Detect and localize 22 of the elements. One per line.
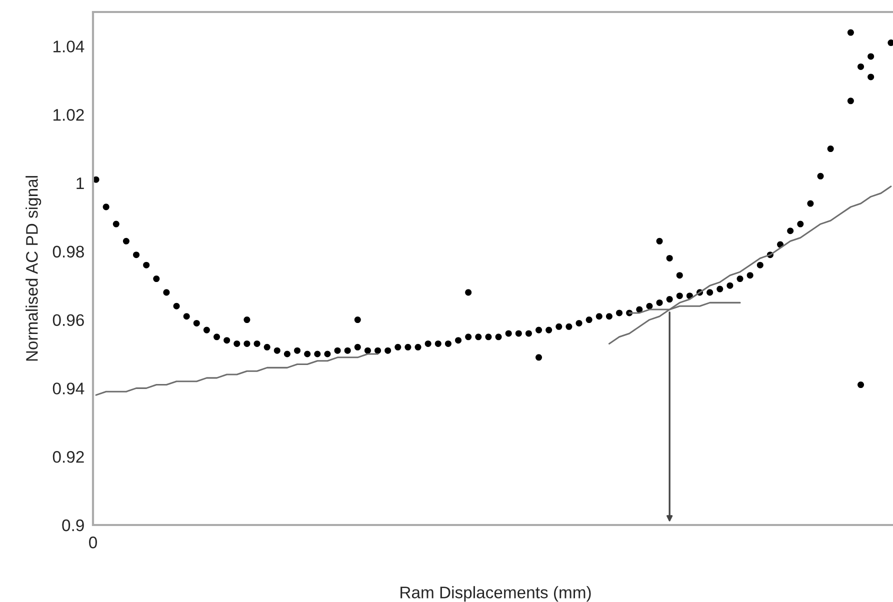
x-axis-title: Ram Displacements (mm) (400, 586, 591, 602)
y-tick-label: 0.98 (52, 246, 84, 258)
point (868, 74, 874, 80)
text: 0 (89, 536, 97, 548)
y-tick-label: 1 (76, 178, 84, 190)
y-tick-label: 1.04 (54, 40, 84, 52)
point (354, 316, 361, 324)
point (666, 254, 673, 262)
y-tick-label: 0.96 (52, 314, 84, 326)
point (536, 354, 542, 361)
y-tick-label: 0.94 (52, 382, 84, 394)
y-tick-label: 0.9 (62, 519, 84, 532)
y-tick-label: 0.92 (52, 451, 84, 463)
point (847, 29, 854, 36)
point (676, 272, 683, 279)
line-series (608, 186, 892, 345)
point (656, 238, 663, 244)
y-tick-label: 1.02 (54, 109, 84, 121)
point (465, 289, 472, 296)
point (858, 382, 864, 388)
point (244, 316, 250, 324)
y-axis-title: Normalised AC PD signal (26, 176, 42, 361)
